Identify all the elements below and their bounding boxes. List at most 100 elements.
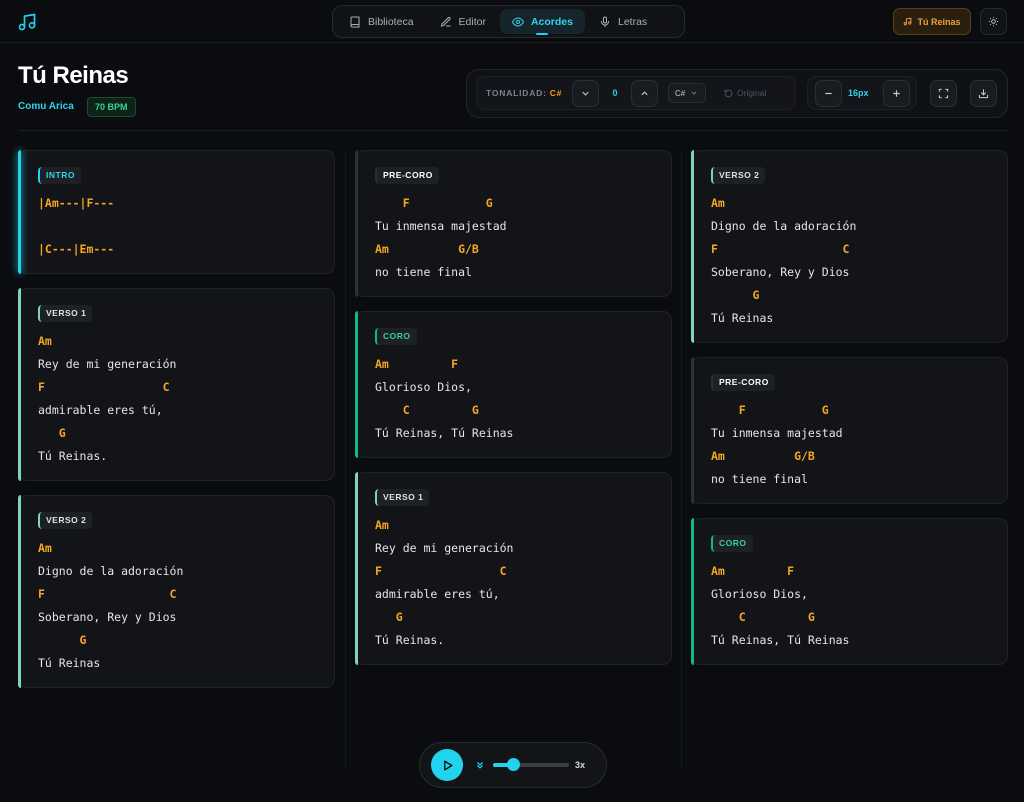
chord-line: Am F [711, 564, 795, 578]
section-card-intro[interactable]: INTRO |Am---|F--- |C---|Em--- [18, 150, 335, 274]
key-value: C# [549, 88, 563, 98]
lyric-line: Glorioso Dios, [711, 587, 808, 601]
key-label-text: TONALIDAD: [486, 88, 547, 98]
section-label: INTRO [38, 167, 81, 184]
chord-line: F G [375, 196, 493, 210]
transpose-up-button[interactable] [631, 80, 658, 107]
tab-biblioteca[interactable]: Biblioteca [337, 9, 426, 34]
chord-line: Am G/B [711, 449, 815, 463]
bpm-badge: 70 BPM [87, 97, 136, 117]
key-select[interactable]: C# [668, 83, 706, 103]
section-card-verso-1[interactable]: VERSO 1 Am Rey de mi generación F C admirabl… [355, 472, 672, 665]
sun-icon [988, 16, 999, 27]
play-icon [443, 759, 453, 771]
current-song-button[interactable]: Tú Reinas [893, 8, 971, 35]
key-select-value: C# [675, 88, 686, 98]
chord-line: Am [38, 334, 52, 348]
lyric-line: Rey de mi generación [38, 357, 177, 371]
chord-line: F C [38, 587, 177, 601]
chord-line: F C [711, 242, 850, 256]
tab-label: Editor [458, 15, 486, 28]
section-label: PRE-CORO [375, 167, 439, 184]
chord-line: Am G/B [375, 242, 479, 256]
chord-line: Am F [375, 357, 459, 371]
lyric-line: Tú Reinas. [375, 633, 445, 647]
chord-line: G [375, 610, 403, 624]
chevron-down-icon [691, 91, 697, 95]
lyric-line: Digno de la adoración [711, 219, 857, 233]
speed-slider-thumb[interactable] [506, 758, 520, 771]
transpose-down-button[interactable] [572, 80, 599, 107]
section-label: PRE-CORO [711, 374, 775, 391]
speed-value: 3x [575, 760, 586, 770]
chord-line: Am [711, 196, 725, 210]
music-note-icon[interactable] [17, 12, 37, 32]
lyric-line: Tú Reinas [711, 311, 774, 325]
section-card-verso-1[interactable]: VERSO 1 Am Rey de mi generación F C admirabl… [18, 288, 335, 481]
tab-label: Letras [617, 15, 648, 28]
lyric-line: no tiene final [375, 265, 472, 279]
transpose-value: 0 [612, 88, 618, 98]
section-label: VERSO 2 [711, 167, 766, 184]
lyric-line: Tú Reinas [38, 656, 101, 670]
song-artist: Comu Arica [18, 101, 74, 112]
reset-original-button[interactable]: Original [724, 88, 766, 98]
chord-line: G [38, 426, 66, 440]
eye-icon [511, 16, 524, 27]
fullscreen-icon [938, 88, 949, 99]
chord-line: G [711, 288, 760, 302]
lyric-line: Tú Reinas, Tú Reinas [711, 633, 850, 647]
section-card-pre-coro[interactable]: PRE-CORO F G Tu inmensa majestad Am G/B no … [355, 150, 672, 297]
song-title: Tú Reinas [18, 62, 129, 89]
font-size-value: 16px [848, 88, 869, 98]
column-divider [345, 150, 346, 770]
chevron-down-icon [582, 91, 589, 96]
section-card-coro[interactable]: CORO Am F Glorioso Dios, C G Tú Reinas, Tú … [691, 518, 1008, 665]
lyric-line: admirable eres tú, [375, 587, 500, 601]
tab-acordes[interactable]: Acordes [499, 9, 585, 34]
lyric-line: Glorioso Dios, [375, 380, 472, 394]
rotate-icon [724, 89, 733, 97]
tab-letras[interactable]: Letras [587, 9, 659, 34]
mic-icon [600, 16, 609, 27]
font-decrease-button[interactable] [815, 80, 842, 107]
chord-line: F G [711, 403, 829, 417]
minus-icon [825, 92, 832, 95]
chord-line: G [38, 633, 87, 647]
section-card-coro[interactable]: CORO Am F Glorioso Dios, C G Tú Reinas, Tú … [355, 311, 672, 458]
lyric-line: admirable eres tú, [38, 403, 163, 417]
chord-line: F C [375, 564, 507, 578]
column-3: VERSO 2 Am Digno de la adoración F C Soberan… [691, 150, 1008, 679]
section-card-verso-2[interactable]: VERSO 2 Am Digno de la adoración F C Soberan… [18, 495, 335, 688]
chord-line: Am [38, 541, 52, 555]
tab-label: Acordes [530, 15, 573, 28]
chord-line: Am [375, 518, 389, 532]
view-tabs: Biblioteca Editor Acordes Letras [332, 5, 685, 38]
lyric-line: Soberano, Rey y Dios [711, 265, 850, 279]
section-card-verso-2[interactable]: VERSO 2 Am Digno de la adoración F C Soberan… [691, 150, 1008, 343]
lyric-line: Digno de la adoración [38, 564, 184, 578]
download-icon [978, 89, 989, 99]
tab-editor[interactable]: Editor [428, 9, 498, 34]
music-note-icon [904, 17, 912, 26]
download-button[interactable] [970, 80, 997, 107]
speed-slider-track[interactable] [493, 763, 569, 767]
book-icon [350, 16, 360, 27]
fullscreen-button[interactable] [930, 80, 957, 107]
speed-slider-fill [493, 763, 513, 767]
section-label: VERSO 1 [375, 489, 430, 506]
section-card-pre-coro[interactable]: PRE-CORO F G Tu inmensa majestad Am G/B no … [691, 357, 1008, 504]
font-increase-button[interactable] [883, 80, 910, 107]
chord-line: |C---|Em--- [38, 242, 115, 256]
chord-line: |Am---|F--- [38, 196, 115, 210]
play-button[interactable] [431, 749, 463, 781]
column-divider [681, 150, 682, 770]
lyric-line: Tú Reinas. [38, 449, 108, 463]
top-bar: Biblioteca Editor Acordes Letras Tú Rein… [0, 0, 1024, 43]
double-chevron-down-icon [477, 762, 483, 769]
lyric-line: Tu inmensa majestad [375, 219, 507, 233]
header-divider [18, 130, 1008, 131]
song-button-label: Tú Reinas [917, 16, 961, 27]
column-1: INTRO |Am---|F--- |C---|Em--- VERSO 1 Am Rey… [18, 150, 335, 702]
theme-toggle-button[interactable] [980, 8, 1007, 35]
